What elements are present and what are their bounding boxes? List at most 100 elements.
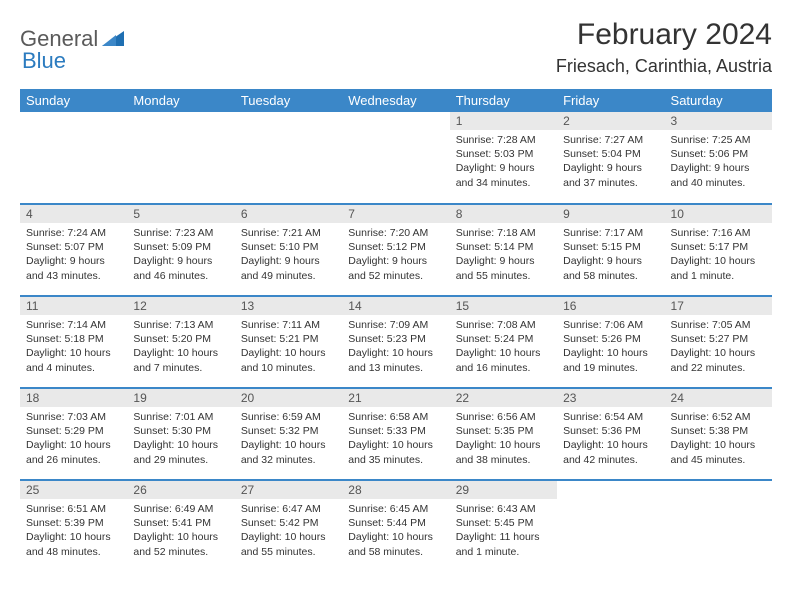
sunrise-text: Sunrise: 7:20 AM <box>348 226 443 240</box>
calendar-day-cell: 23Sunrise: 6:54 AMSunset: 5:36 PMDayligh… <box>557 388 664 480</box>
calendar-day-cell: 2Sunrise: 7:27 AMSunset: 5:04 PMDaylight… <box>557 112 664 204</box>
day-number: 15 <box>450 297 557 315</box>
daylight-text: Daylight: 10 hours and 10 minutes. <box>241 346 336 374</box>
day-details: Sunrise: 7:08 AMSunset: 5:24 PMDaylight:… <box>450 315 557 379</box>
daylight-text: Daylight: 10 hours and 22 minutes. <box>671 346 766 374</box>
calendar-day-cell: 22Sunrise: 6:56 AMSunset: 5:35 PMDayligh… <box>450 388 557 480</box>
sunset-text: Sunset: 5:03 PM <box>456 147 551 161</box>
daylight-text: Daylight: 10 hours and 29 minutes. <box>133 438 228 466</box>
sunrise-text: Sunrise: 7:08 AM <box>456 318 551 332</box>
calendar-header-row: Sunday Monday Tuesday Wednesday Thursday… <box>20 89 772 112</box>
day-details: Sunrise: 6:51 AMSunset: 5:39 PMDaylight:… <box>20 499 127 563</box>
sunrise-text: Sunrise: 6:54 AM <box>563 410 658 424</box>
sunset-text: Sunset: 5:06 PM <box>671 147 766 161</box>
day-details: Sunrise: 7:11 AMSunset: 5:21 PMDaylight:… <box>235 315 342 379</box>
calendar-day-cell <box>127 112 234 204</box>
daylight-text: Daylight: 10 hours and 7 minutes. <box>133 346 228 374</box>
day-number: 24 <box>665 389 772 407</box>
day-number: 18 <box>20 389 127 407</box>
sunrise-text: Sunrise: 6:43 AM <box>456 502 551 516</box>
sunrise-text: Sunrise: 6:56 AM <box>456 410 551 424</box>
calendar-day-cell: 18Sunrise: 7:03 AMSunset: 5:29 PMDayligh… <box>20 388 127 480</box>
calendar-body: 1Sunrise: 7:28 AMSunset: 5:03 PMDaylight… <box>20 112 772 572</box>
sunset-text: Sunset: 5:42 PM <box>241 516 336 530</box>
daylight-text: Daylight: 9 hours and 49 minutes. <box>241 254 336 282</box>
sunset-text: Sunset: 5:32 PM <box>241 424 336 438</box>
day-details: Sunrise: 7:06 AMSunset: 5:26 PMDaylight:… <box>557 315 664 379</box>
daylight-text: Daylight: 10 hours and 48 minutes. <box>26 530 121 558</box>
daylight-text: Daylight: 10 hours and 58 minutes. <box>348 530 443 558</box>
sunrise-text: Sunrise: 7:09 AM <box>348 318 443 332</box>
day-number: 27 <box>235 481 342 499</box>
daylight-text: Daylight: 9 hours and 43 minutes. <box>26 254 121 282</box>
calendar-day-cell: 1Sunrise: 7:28 AMSunset: 5:03 PMDaylight… <box>450 112 557 204</box>
calendar-day-cell: 14Sunrise: 7:09 AMSunset: 5:23 PMDayligh… <box>342 296 449 388</box>
day-number: 3 <box>665 112 772 130</box>
day-details: Sunrise: 6:47 AMSunset: 5:42 PMDaylight:… <box>235 499 342 563</box>
day-details: Sunrise: 7:21 AMSunset: 5:10 PMDaylight:… <box>235 223 342 287</box>
sunrise-text: Sunrise: 7:18 AM <box>456 226 551 240</box>
day-number: 28 <box>342 481 449 499</box>
day-number: 16 <box>557 297 664 315</box>
sunset-text: Sunset: 5:29 PM <box>26 424 121 438</box>
weekday-header: Monday <box>127 89 234 112</box>
day-number: 25 <box>20 481 127 499</box>
day-number: 19 <box>127 389 234 407</box>
daylight-text: Daylight: 9 hours and 34 minutes. <box>456 161 551 189</box>
day-number: 14 <box>342 297 449 315</box>
calendar-day-cell: 5Sunrise: 7:23 AMSunset: 5:09 PMDaylight… <box>127 204 234 296</box>
calendar-week-row: 1Sunrise: 7:28 AMSunset: 5:03 PMDaylight… <box>20 112 772 204</box>
weekday-header: Tuesday <box>235 89 342 112</box>
calendar-day-cell: 12Sunrise: 7:13 AMSunset: 5:20 PMDayligh… <box>127 296 234 388</box>
sunrise-text: Sunrise: 6:49 AM <box>133 502 228 516</box>
daylight-text: Daylight: 10 hours and 45 minutes. <box>671 438 766 466</box>
day-number: 17 <box>665 297 772 315</box>
day-details: Sunrise: 7:14 AMSunset: 5:18 PMDaylight:… <box>20 315 127 379</box>
calendar-week-row: 25Sunrise: 6:51 AMSunset: 5:39 PMDayligh… <box>20 480 772 572</box>
daylight-text: Daylight: 10 hours and 26 minutes. <box>26 438 121 466</box>
sunrise-text: Sunrise: 7:13 AM <box>133 318 228 332</box>
logo: General <box>20 18 126 52</box>
calendar-day-cell: 21Sunrise: 6:58 AMSunset: 5:33 PMDayligh… <box>342 388 449 480</box>
day-details: Sunrise: 7:16 AMSunset: 5:17 PMDaylight:… <box>665 223 772 287</box>
calendar-day-cell: 6Sunrise: 7:21 AMSunset: 5:10 PMDaylight… <box>235 204 342 296</box>
daylight-text: Daylight: 10 hours and 42 minutes. <box>563 438 658 466</box>
calendar-day-cell: 7Sunrise: 7:20 AMSunset: 5:12 PMDaylight… <box>342 204 449 296</box>
day-number: 20 <box>235 389 342 407</box>
calendar-day-cell: 9Sunrise: 7:17 AMSunset: 5:15 PMDaylight… <box>557 204 664 296</box>
day-number: 12 <box>127 297 234 315</box>
calendar-day-cell: 11Sunrise: 7:14 AMSunset: 5:18 PMDayligh… <box>20 296 127 388</box>
day-number: 5 <box>127 205 234 223</box>
calendar-week-row: 4Sunrise: 7:24 AMSunset: 5:07 PMDaylight… <box>20 204 772 296</box>
day-number: 9 <box>557 205 664 223</box>
sunrise-text: Sunrise: 7:16 AM <box>671 226 766 240</box>
calendar-day-cell <box>235 112 342 204</box>
day-number: 23 <box>557 389 664 407</box>
sunset-text: Sunset: 5:17 PM <box>671 240 766 254</box>
sunrise-text: Sunrise: 7:24 AM <box>26 226 121 240</box>
day-number: 2 <box>557 112 664 130</box>
calendar-day-cell: 13Sunrise: 7:11 AMSunset: 5:21 PMDayligh… <box>235 296 342 388</box>
daylight-text: Daylight: 10 hours and 13 minutes. <box>348 346 443 374</box>
day-number: 29 <box>450 481 557 499</box>
day-details: Sunrise: 7:05 AMSunset: 5:27 PMDaylight:… <box>665 315 772 379</box>
day-details: Sunrise: 6:59 AMSunset: 5:32 PMDaylight:… <box>235 407 342 471</box>
sunset-text: Sunset: 5:12 PM <box>348 240 443 254</box>
calendar-day-cell <box>20 112 127 204</box>
daylight-text: Daylight: 9 hours and 46 minutes. <box>133 254 228 282</box>
day-details: Sunrise: 7:09 AMSunset: 5:23 PMDaylight:… <box>342 315 449 379</box>
sunrise-text: Sunrise: 6:59 AM <box>241 410 336 424</box>
sunrise-text: Sunrise: 6:52 AM <box>671 410 766 424</box>
sunrise-text: Sunrise: 7:01 AM <box>133 410 228 424</box>
sunset-text: Sunset: 5:45 PM <box>456 516 551 530</box>
calendar-day-cell: 26Sunrise: 6:49 AMSunset: 5:41 PMDayligh… <box>127 480 234 572</box>
title-block: February 2024 Friesach, Carinthia, Austr… <box>556 18 772 77</box>
day-details: Sunrise: 7:23 AMSunset: 5:09 PMDaylight:… <box>127 223 234 287</box>
sunrise-text: Sunrise: 6:45 AM <box>348 502 443 516</box>
daylight-text: Daylight: 10 hours and 52 minutes. <box>133 530 228 558</box>
sunrise-text: Sunrise: 6:47 AM <box>241 502 336 516</box>
calendar-day-cell: 15Sunrise: 7:08 AMSunset: 5:24 PMDayligh… <box>450 296 557 388</box>
sunset-text: Sunset: 5:21 PM <box>241 332 336 346</box>
sunrise-text: Sunrise: 7:23 AM <box>133 226 228 240</box>
day-details: Sunrise: 6:58 AMSunset: 5:33 PMDaylight:… <box>342 407 449 471</box>
